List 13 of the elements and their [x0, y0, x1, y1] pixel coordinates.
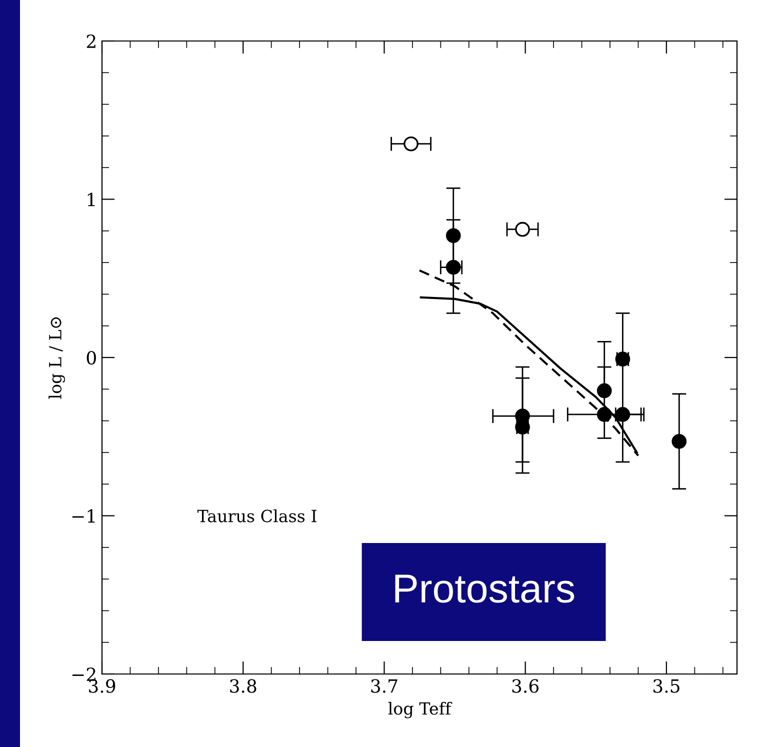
x-tick-label: 3.5	[653, 679, 680, 693]
y-tick-label: −1	[72, 509, 95, 523]
y-axis-title: log L / L⊙	[48, 317, 65, 399]
y-tick-label: 1	[88, 192, 95, 206]
x-axis-title: log Teff	[388, 702, 452, 718]
y-tick-label: 2	[86, 34, 96, 48]
x-tick-label: 3.9	[89, 679, 116, 693]
annotation: Protostars	[395, 574, 574, 603]
x-tick-label: 3.7	[371, 679, 398, 693]
x-tick-label: 3.6	[512, 679, 539, 693]
x-tick-label: 3.8	[230, 679, 256, 693]
y-tick-label: 0	[86, 350, 96, 365]
annotation: Taurus Class I	[197, 509, 316, 522]
